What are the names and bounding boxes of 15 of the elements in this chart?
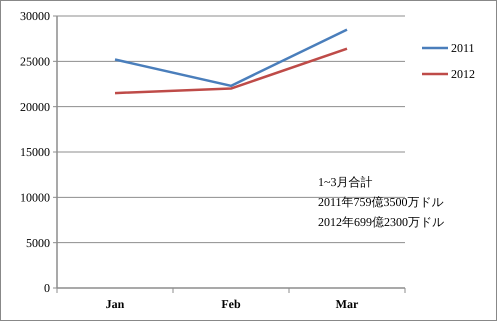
- y-tick-label: 0: [44, 281, 50, 296]
- legend-label: 2012: [451, 67, 475, 82]
- y-tick-label: 10000: [20, 190, 50, 205]
- y-tick-label: 15000: [20, 145, 50, 160]
- x-tick-label: Jan: [106, 297, 125, 311]
- x-tick-label: Mar: [336, 297, 359, 311]
- x-tick-label: Feb: [221, 297, 241, 311]
- y-tick-label: 25000: [20, 54, 50, 69]
- annotation: 1~3月合計: [318, 175, 372, 190]
- y-tick-label: 5000: [26, 236, 50, 250]
- y-tick-label: 30000: [20, 9, 50, 24]
- legend-label: 2011: [451, 41, 475, 56]
- annotation: 2011年759億3500万ドル: [318, 195, 444, 210]
- y-tick-label: 20000: [20, 100, 50, 114]
- annotation: 2012年699億2300万ドル: [318, 215, 444, 230]
